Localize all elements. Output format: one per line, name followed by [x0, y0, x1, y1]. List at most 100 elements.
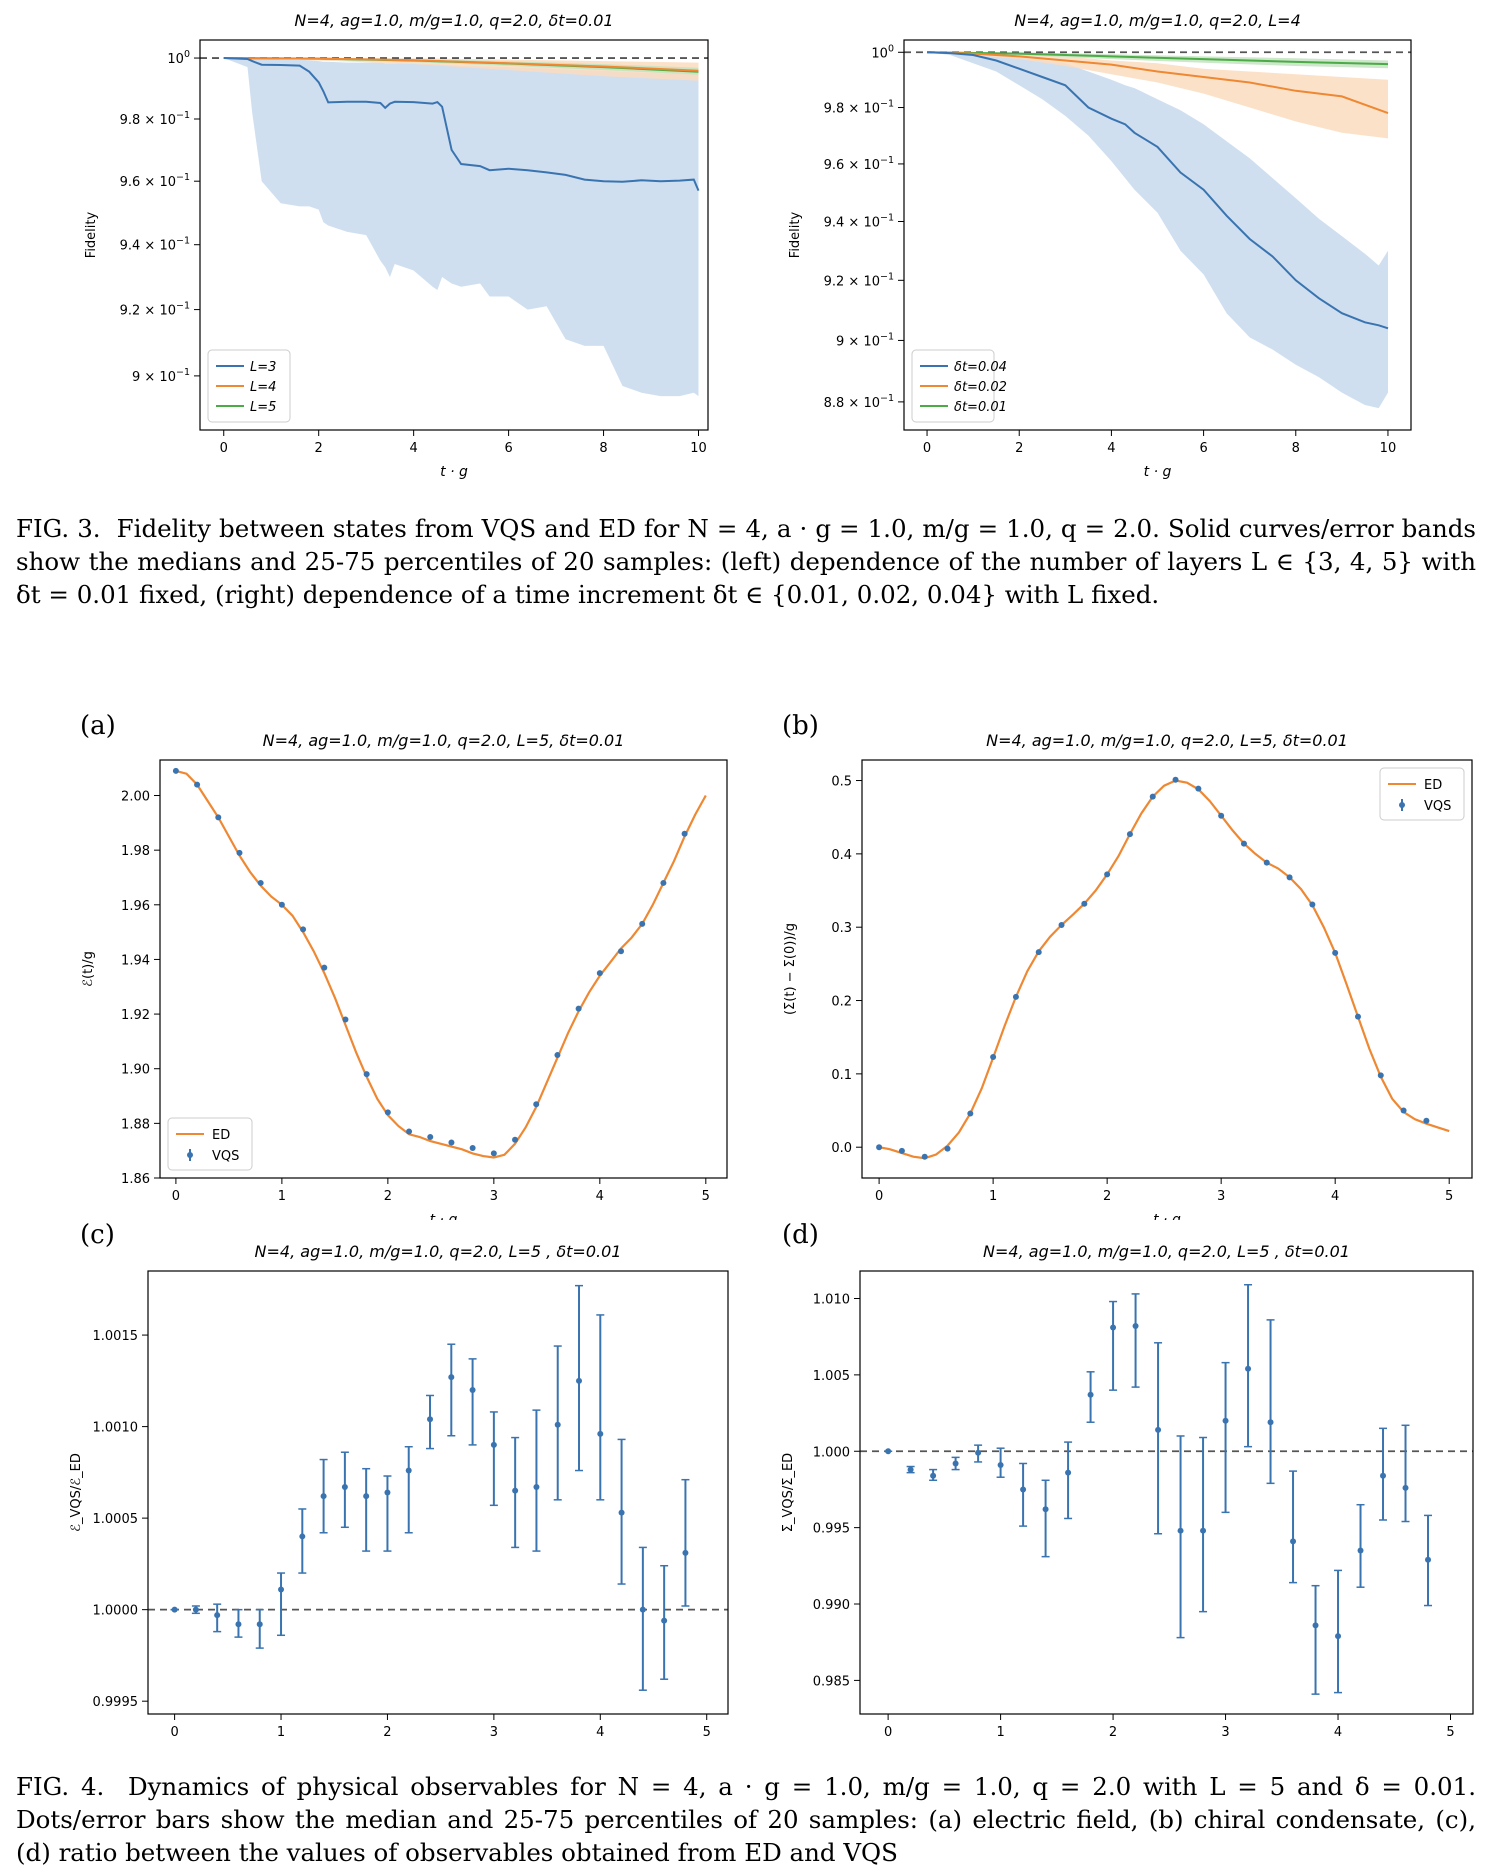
plot-frame — [903, 39, 1412, 431]
y-tick-label: 9.8 × 10−1 — [120, 110, 190, 128]
y-tick-label: 0.990 — [813, 1598, 850, 1613]
data-point — [448, 1139, 455, 1146]
data-point — [1286, 874, 1293, 881]
x-tick-label: 5 — [1445, 1189, 1453, 1204]
y-tick-label: 1.0000 — [93, 1604, 139, 1619]
data-point — [1020, 1486, 1027, 1493]
y-tick-label: 1.86 — [121, 1172, 150, 1187]
data-point — [967, 1110, 974, 1117]
y-tick-label: 9.4 × 10−1 — [120, 236, 190, 254]
y-tick-label: 100 — [167, 49, 190, 67]
series-line-δt=0.01 — [926, 51, 1389, 66]
data-point — [533, 1484, 540, 1491]
data-point — [921, 1153, 928, 1160]
x-tick-label: 1 — [277, 1725, 285, 1740]
data-point — [1335, 1633, 1342, 1640]
data-point — [363, 1493, 370, 1500]
y-axis-label: Σ_VQS/Σ_ED — [781, 1453, 796, 1532]
data-point — [235, 1621, 242, 1628]
plot-frame — [859, 1270, 1474, 1715]
data-point — [469, 1144, 476, 1151]
x-axis-label: t · g — [1144, 464, 1172, 480]
data-point — [171, 1606, 178, 1613]
x-tick-label: 0 — [875, 1189, 883, 1204]
data-point — [427, 1416, 434, 1423]
y-tick-exponent: −1 — [176, 301, 190, 312]
y-tick-base: 9.4 × 10 — [824, 215, 880, 230]
ed-line — [175, 769, 707, 1159]
y-tick-base: 9.8 × 10 — [120, 113, 176, 128]
legend-label: L=3 — [250, 360, 276, 375]
data-point — [618, 948, 625, 955]
band-L=3 — [223, 58, 699, 397]
legend-label: L=4 — [250, 380, 276, 395]
data-point — [952, 1460, 959, 1467]
y-tick-label: 1.88 — [121, 1117, 150, 1132]
y-tick-label: 9.6 × 10−1 — [824, 155, 894, 173]
data-point — [1267, 1419, 1274, 1426]
data-point — [341, 1484, 348, 1491]
legend-label: δt=0.01 — [954, 400, 1007, 415]
y-tick-label: 1.90 — [121, 1063, 150, 1078]
chart-title: N=4, ag=1.0, m/g=1.0, q=2.0, L=5 , δt=0.… — [983, 1242, 1350, 1261]
legend-label-ed: ED — [1424, 778, 1442, 793]
y-tick-label: 8.8 × 10−1 — [824, 393, 894, 411]
legend-label-ed: ED — [212, 1128, 230, 1143]
x-tick-label: 4 — [596, 1725, 604, 1740]
y-tick-label: 0.995 — [813, 1522, 850, 1537]
plot-frame — [861, 759, 1473, 1179]
y-tick-exponent: 0 — [888, 43, 894, 54]
data-point — [533, 1101, 540, 1108]
data-point — [1290, 1538, 1297, 1545]
x-tick-label: 4 — [1107, 441, 1115, 456]
y-tick-label: 9.2 × 10−1 — [120, 301, 190, 319]
data-point — [342, 1016, 349, 1023]
data-point — [278, 1586, 285, 1593]
y-tick-label: 100 — [871, 43, 894, 61]
data-point — [1263, 859, 1270, 866]
plot-frame — [159, 759, 728, 1179]
data-point — [682, 1549, 689, 1556]
x-tick-label: 2 — [1015, 441, 1023, 456]
data-point — [299, 1533, 306, 1540]
x-axis-label: t · g — [1153, 1212, 1181, 1220]
y-axis-label: ℰ_VQS/ℰ_ED — [69, 1453, 84, 1532]
data-point — [1309, 901, 1316, 908]
legend-box — [207, 349, 291, 423]
legend-label: L=5 — [250, 400, 276, 415]
x-tick-label: 2 — [1109, 1725, 1117, 1740]
fig4-c-chart: 0 1 2 3 4 5 0.9995 1.0000 1.0005 1.0010 1.0015 N=4,… — [69, 1242, 729, 1750]
y-tick-label: 9.8 × 10−1 — [824, 99, 894, 117]
y-tick-base: 10 — [167, 52, 184, 67]
ed-line — [878, 779, 1450, 1160]
data-point — [300, 926, 307, 933]
data-point — [384, 1109, 391, 1116]
y-tick-label: 1.000 — [813, 1445, 850, 1460]
data-point — [1012, 993, 1019, 1000]
data-point — [469, 1386, 476, 1393]
data-point — [1402, 1484, 1409, 1491]
x-tick-label: 2 — [1103, 1189, 1111, 1204]
panel-d-letter: (d) — [782, 1220, 819, 1250]
y-tick-label: 1.92 — [121, 1008, 150, 1023]
data-point — [876, 1144, 883, 1151]
legend-label-vqs: VQS — [212, 1149, 239, 1164]
data-point — [1132, 1322, 1139, 1329]
chart-title: N=4, ag=1.0, m/g=1.0, q=2.0, L=5, δt=0.0… — [986, 731, 1348, 750]
y-tick-exponent: −1 — [176, 236, 190, 247]
y-tick-base: 9.2 × 10 — [120, 304, 176, 319]
data-point — [490, 1441, 497, 1448]
data-point — [930, 1472, 937, 1479]
band-δt=0.01 — [927, 52, 1388, 69]
plot-area — [172, 767, 707, 1159]
x-tick-label: 5 — [702, 1189, 710, 1204]
x-tick-label: 4 — [1331, 1189, 1339, 1204]
data-point — [554, 1421, 561, 1428]
data-point — [885, 1448, 892, 1455]
fig4-caption-text: Dynamics of physical observables for N =… — [16, 1772, 1477, 1867]
data-point — [236, 849, 243, 856]
panel-a-letter: (a) — [80, 711, 116, 741]
data-point — [384, 1489, 391, 1496]
data-point — [192, 1606, 199, 1613]
fig4-a-chart: 0 1 2 3 4 5 1.86 1.88 1.90 1.92 1.94 1.96 1.98 2.00 N=… — [81, 731, 728, 1220]
